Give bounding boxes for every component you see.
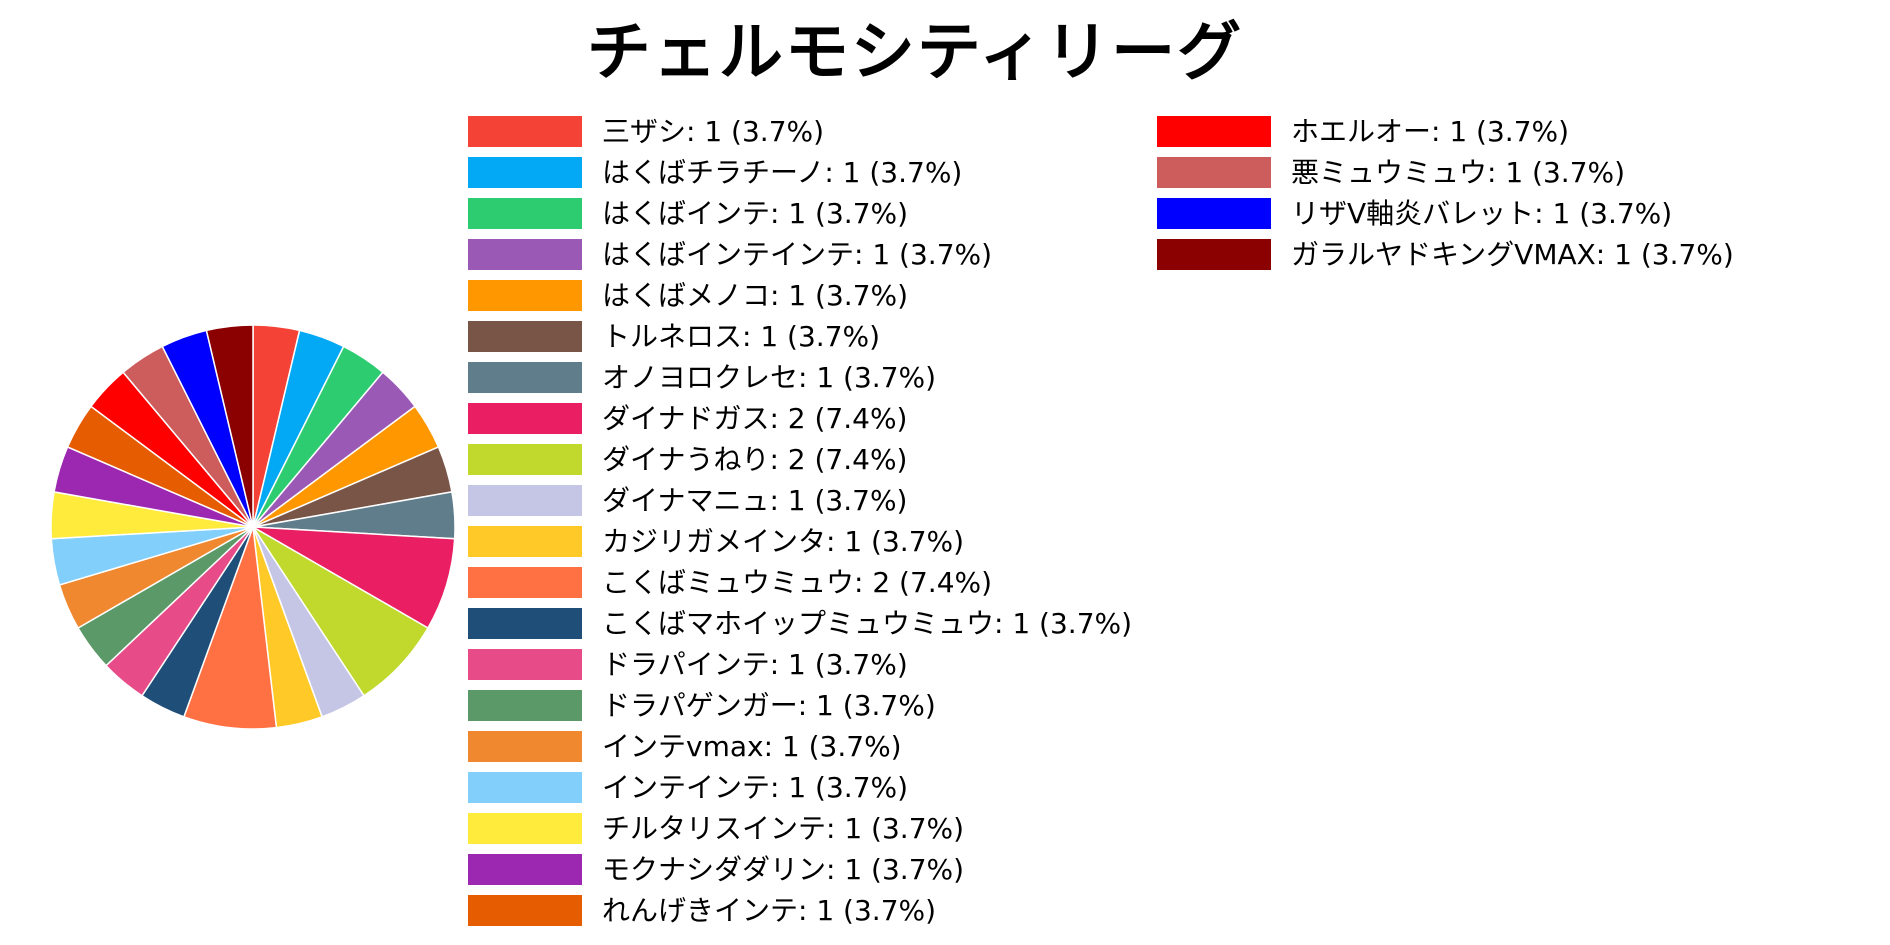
legend-item: 三ザシ: 1 (3.7%) (468, 111, 1132, 152)
legend-swatch (468, 444, 582, 475)
legend-swatch (468, 690, 582, 721)
legend-item: ドラパゲンガー: 1 (3.7%) (468, 685, 1132, 726)
legend-swatch (468, 854, 582, 885)
legend-label: ダイナマニュ: 1 (3.7%) (602, 483, 908, 517)
legend-item: ダイナドガス: 2 (7.4%) (468, 398, 1132, 439)
legend-swatch (1157, 116, 1271, 147)
legend-item: オノヨロクレセ: 1 (3.7%) (468, 357, 1132, 398)
legend-label: はくばインテインテ: 1 (3.7%) (602, 237, 993, 271)
legend-item: こくばミュウミュウ: 2 (7.4%) (468, 562, 1132, 603)
legend-label: ダイナうねり: 2 (7.4%) (602, 442, 908, 476)
legend-item: ダイナうねり: 2 (7.4%) (468, 439, 1132, 480)
legend-label: ホエルオー: 1 (3.7%) (1291, 114, 1570, 148)
chart-title: チェルモシティリーグ (586, 16, 1244, 90)
legend-item: はくばメノコ: 1 (3.7%) (468, 275, 1132, 316)
legend-column-2: ホエルオー: 1 (3.7%) 悪ミュウミュウ: 1 (3.7%) リザV軸炎バレッ… (1157, 111, 1734, 275)
legend-swatch (468, 731, 582, 762)
legend-item: インテvmax: 1 (3.7%) (468, 726, 1132, 767)
legend-swatch (1157, 198, 1271, 229)
legend-label: モクナシダダリン: 1 (3.7%) (602, 852, 965, 886)
legend-column-1: 三ザシ: 1 (3.7%) はくばチラチーノ: 1 (3.7%) はくばインテ: 1… (468, 111, 1132, 931)
legend-item: ガラルヤドキングVMAX: 1 (3.7%) (1157, 234, 1734, 275)
legend-item: こくばマホイップミュウミュウ: 1 (3.7%) (468, 603, 1132, 644)
legend-swatch (468, 403, 582, 434)
legend-label: カジリガメインタ: 1 (3.7%) (602, 524, 965, 558)
legend-swatch (468, 198, 582, 229)
legend-label: 三ザシ: 1 (3.7%) (602, 114, 825, 148)
legend-swatch (468, 608, 582, 639)
legend-swatch (468, 567, 582, 598)
legend-label: オノヨロクレセ: 1 (3.7%) (602, 360, 937, 394)
legend-swatch (1157, 239, 1271, 270)
legend-item: はくばインテ: 1 (3.7%) (468, 193, 1132, 234)
legend-label: ガラルヤドキングVMAX: 1 (3.7%) (1291, 237, 1734, 271)
legend-item: インテインテ: 1 (3.7%) (468, 767, 1132, 808)
legend-swatch (468, 239, 582, 270)
legend-item: チルタリスインテ: 1 (3.7%) (468, 808, 1132, 849)
legend-item: トルネロス: 1 (3.7%) (468, 316, 1132, 357)
legend-label: ドラパゲンガー: 1 (3.7%) (602, 688, 936, 722)
legend-item: ダイナマニュ: 1 (3.7%) (468, 480, 1132, 521)
legend-swatch (468, 362, 582, 393)
legend-swatch (468, 772, 582, 803)
legend-swatch (468, 485, 582, 516)
legend-swatch (468, 321, 582, 352)
legend-label: はくばインテ: 1 (3.7%) (602, 196, 909, 230)
legend-label: トルネロス: 1 (3.7%) (602, 319, 881, 353)
legend-item: はくばインテインテ: 1 (3.7%) (468, 234, 1132, 275)
legend-item: ドラパインテ: 1 (3.7%) (468, 644, 1132, 685)
legend-label: はくばメノコ: 1 (3.7%) (602, 278, 909, 312)
legend-item: カジリガメインタ: 1 (3.7%) (468, 521, 1132, 562)
legend-label: リザV軸炎バレット: 1 (3.7%) (1291, 196, 1673, 230)
legend-item: モクナシダダリン: 1 (3.7%) (468, 849, 1132, 890)
legend-label: チルタリスインテ: 1 (3.7%) (602, 811, 965, 845)
legend-label: インテインテ: 1 (3.7%) (602, 770, 909, 804)
legend-swatch (468, 526, 582, 557)
legend-item: れんげきインテ: 1 (3.7%) (468, 890, 1132, 931)
legend-swatch (468, 280, 582, 311)
legend-swatch (468, 116, 582, 147)
legend-item: 悪ミュウミュウ: 1 (3.7%) (1157, 152, 1734, 193)
legend-label: インテvmax: 1 (3.7%) (602, 729, 902, 763)
legend-swatch (468, 813, 582, 844)
legend-label: はくばチラチーノ: 1 (3.7%) (602, 155, 963, 189)
legend-item: ホエルオー: 1 (3.7%) (1157, 111, 1734, 152)
legend-swatch (1157, 157, 1271, 188)
legend-label: こくばミュウミュウ: 2 (7.4%) (602, 565, 993, 599)
legend-label: こくばマホイップミュウミュウ: 1 (3.7%) (602, 606, 1133, 640)
legend-item: はくばチラチーノ: 1 (3.7%) (468, 152, 1132, 193)
legend-label: ドラパインテ: 1 (3.7%) (602, 647, 908, 681)
pie-slice-23 (205, 324, 254, 528)
legend-label: れんげきインテ: 1 (3.7%) (602, 893, 937, 927)
legend-swatch (468, 157, 582, 188)
legend-item: リザV軸炎バレット: 1 (3.7%) (1157, 193, 1734, 234)
legend-label: 悪ミュウミュウ: 1 (3.7%) (1291, 155, 1626, 189)
pie-slices (50, 324, 456, 730)
legend-swatch (468, 649, 582, 680)
legend-swatch (468, 895, 582, 926)
legend-label: ダイナドガス: 2 (7.4%) (602, 401, 908, 435)
